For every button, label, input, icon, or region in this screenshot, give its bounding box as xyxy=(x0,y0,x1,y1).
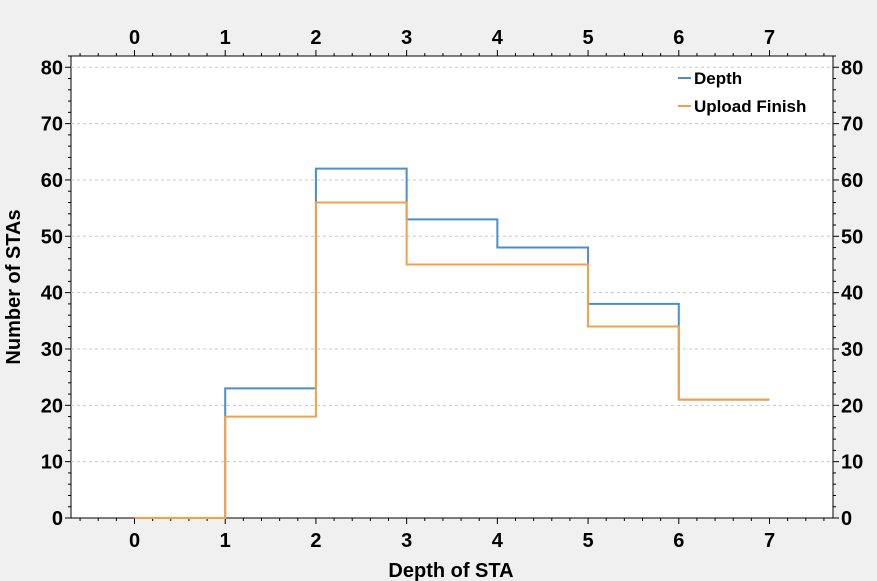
plot-area xyxy=(70,55,834,519)
y-tick-label-left: 0 xyxy=(52,508,63,530)
x-tick-label-bottom: 0 xyxy=(129,530,140,552)
x-tick-label-bottom: 2 xyxy=(310,530,321,552)
x-tick-label-top: 2 xyxy=(310,27,321,49)
x-tick-label-bottom: 6 xyxy=(673,530,684,552)
x-tick-label-top: 0 xyxy=(129,27,140,49)
y-tick-label-right: 40 xyxy=(841,283,863,305)
x-tick-label-bottom: 4 xyxy=(492,530,504,552)
y-tick-label-right: 10 xyxy=(841,452,863,474)
y-tick-label-left: 40 xyxy=(41,283,63,305)
x-axis-title: Depth of STA xyxy=(388,560,513,581)
x-tick-label-bottom: 5 xyxy=(583,530,594,552)
y-tick-label-right: 0 xyxy=(841,508,852,530)
y-tick-label-left: 80 xyxy=(41,57,63,79)
y-tick-label-right: 20 xyxy=(841,395,863,417)
x-tick-label-bottom: 7 xyxy=(764,530,775,552)
x-tick-label-top: 5 xyxy=(583,27,594,49)
x-tick-label-top: 1 xyxy=(220,27,231,49)
x-tick-label-top: 4 xyxy=(492,27,504,49)
x-tick-label-top: 6 xyxy=(673,27,684,49)
y-tick-label-left: 20 xyxy=(41,395,63,417)
y-tick-label-left: 60 xyxy=(41,170,63,192)
y-tick-label-right: 50 xyxy=(841,226,863,248)
y-tick-label-left: 50 xyxy=(41,226,63,248)
legend-label: Depth xyxy=(694,69,742,88)
y-tick-label-right: 60 xyxy=(841,170,863,192)
axes: 0 0 10 10 20 20 30 30 40 40 50 50 60 60 70 70 80 80 0 0 1 1 2 2… xyxy=(41,27,864,552)
legend: Depth Upload Finish xyxy=(678,69,806,116)
grid-lines xyxy=(71,66,833,463)
y-axis-title: Number of STAs xyxy=(3,209,25,364)
series-line-depth xyxy=(134,167,770,519)
series-lines xyxy=(134,167,770,519)
x-tick-label-bottom: 1 xyxy=(220,530,231,552)
y-tick-label-left: 70 xyxy=(41,114,63,136)
y-tick-label-right: 30 xyxy=(841,339,863,361)
x-tick-label-bottom: 3 xyxy=(401,530,412,552)
series-line-upload-finish xyxy=(134,201,770,519)
y-tick-label-left: 30 xyxy=(41,339,63,361)
y-tick-label-right: 80 xyxy=(841,57,863,79)
y-tick-label-right: 70 xyxy=(841,114,863,136)
y-tick-label-left: 10 xyxy=(41,452,63,474)
x-tick-label-top: 3 xyxy=(401,27,412,49)
x-tick-label-top: 7 xyxy=(764,27,775,49)
legend-label: Upload Finish xyxy=(694,97,806,116)
